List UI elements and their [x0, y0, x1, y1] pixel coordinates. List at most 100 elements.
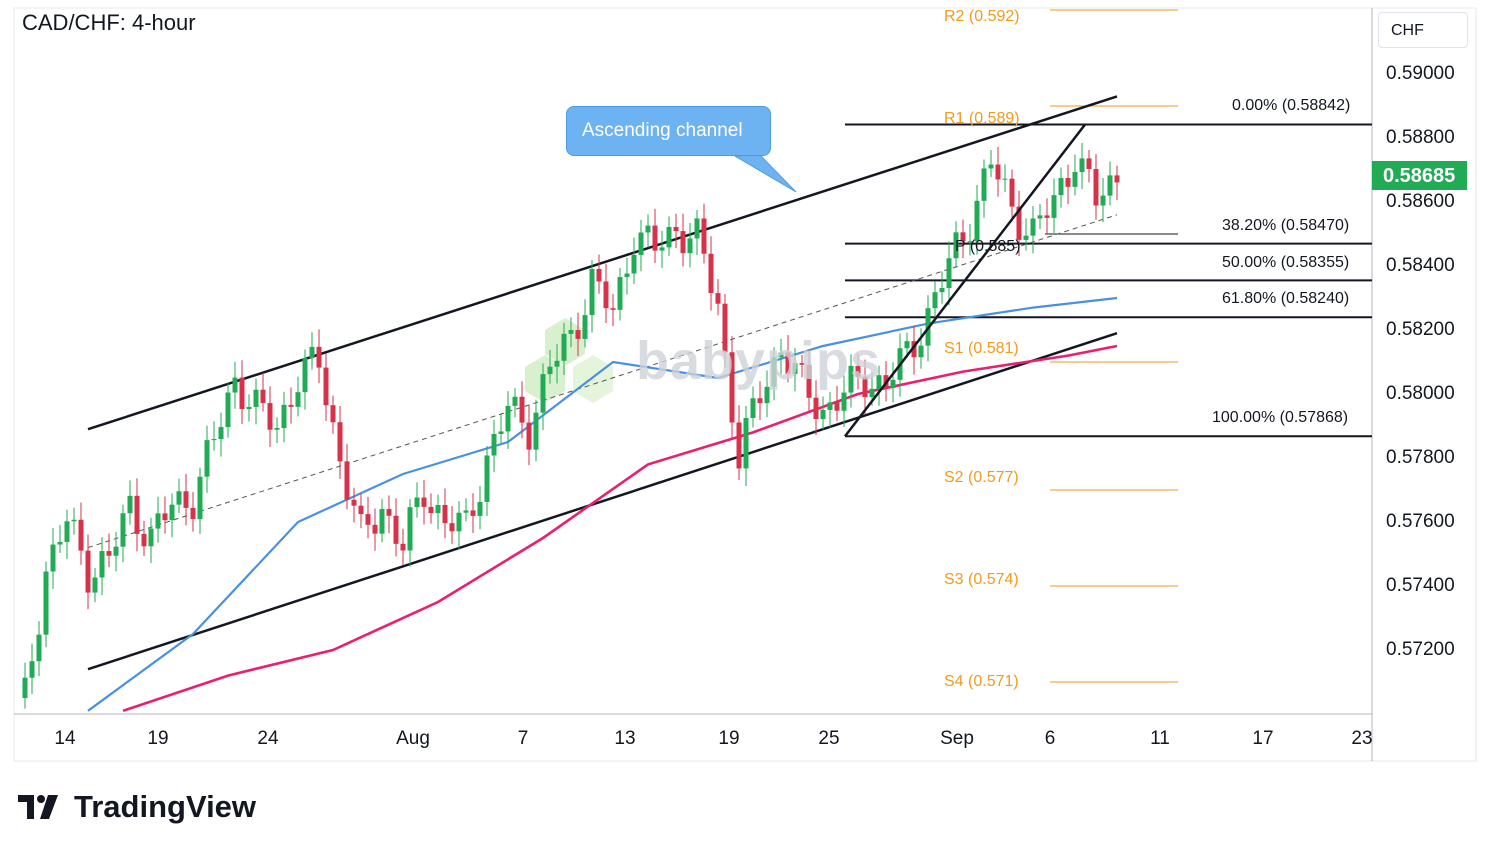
candle-body — [449, 523, 455, 532]
fib-label: 61.80% (0.58240) — [1222, 290, 1350, 307]
moving-average-slow — [122, 344, 1118, 713]
pivot-label-p: P (0.585) — [955, 238, 1021, 255]
candle-body — [589, 269, 595, 316]
candle-body — [1058, 178, 1064, 196]
candle-body — [365, 514, 371, 525]
candle-body — [274, 427, 280, 430]
candle-body — [834, 402, 840, 411]
candle-body — [428, 506, 434, 514]
candle-body — [568, 330, 574, 334]
candle-body — [407, 507, 413, 551]
fibonacci-levels — [845, 123, 1372, 438]
candle-body — [631, 254, 637, 274]
candle-body — [610, 308, 616, 310]
candle-body — [911, 341, 917, 358]
candle-body — [603, 281, 609, 309]
candle-body — [288, 404, 294, 407]
candle-body — [330, 405, 336, 423]
candle-body — [540, 374, 546, 413]
candle-body — [939, 288, 945, 293]
candle-body — [267, 403, 273, 430]
candle-body — [225, 392, 231, 428]
candle-body — [764, 386, 770, 404]
fib-swing-trendline — [844, 123, 1086, 438]
candle-body — [1044, 215, 1050, 218]
price-tick: 0.58400 — [1386, 255, 1455, 276]
candle-body — [1023, 235, 1029, 240]
candle-body — [442, 504, 448, 524]
candle-body — [463, 510, 469, 513]
price-tick: 0.57400 — [1386, 575, 1455, 596]
time-tick: 25 — [818, 728, 840, 749]
candle-body — [785, 352, 791, 374]
candle-body — [386, 509, 392, 516]
candle-body — [771, 357, 777, 387]
candle-body — [43, 571, 49, 635]
candle-body — [708, 253, 714, 294]
candle-body — [190, 507, 196, 520]
candle-body — [855, 365, 861, 377]
candle-body — [379, 509, 385, 534]
candle-body — [652, 225, 658, 251]
candle-body — [841, 392, 847, 411]
candle-body — [99, 551, 105, 578]
candle-body — [141, 533, 147, 547]
candle-body — [477, 501, 483, 516]
candle-body — [505, 405, 511, 432]
candle-body — [904, 341, 910, 349]
candle-body — [491, 433, 497, 456]
candle-body — [799, 363, 805, 365]
candle-body — [624, 273, 630, 278]
candle-body — [218, 427, 224, 440]
candle-body — [862, 376, 868, 398]
candle-body — [393, 515, 399, 544]
candle-body — [155, 513, 161, 529]
candle-body — [715, 293, 721, 304]
pivot-label-s3: S3 (0.574) — [944, 571, 1019, 588]
pivot-label-s1: S1 (0.581) — [944, 340, 1019, 357]
candle-body — [1016, 206, 1022, 240]
candle-body — [57, 541, 63, 545]
time-tick: Sep — [940, 728, 974, 749]
candle-body — [974, 200, 980, 242]
fib-label: 38.20% (0.58470) — [1222, 217, 1350, 234]
candle-body — [435, 504, 441, 514]
candle-body — [869, 388, 875, 398]
price-tick: 0.59000 — [1386, 63, 1455, 84]
candle-body — [1107, 175, 1113, 196]
candle-body — [659, 247, 665, 251]
ascending-channel-callout: Ascending channel — [566, 106, 771, 156]
candle-body — [680, 231, 686, 254]
candle-body — [750, 398, 756, 418]
candle-body — [484, 455, 490, 502]
candle-body — [1002, 178, 1008, 180]
candle-body — [113, 546, 119, 556]
currency-label[interactable]: CHF — [1378, 12, 1468, 48]
candle-body — [134, 495, 140, 534]
time-tick: 7 — [517, 728, 529, 749]
candle-body — [281, 404, 287, 428]
price-tick: 0.57600 — [1386, 511, 1455, 532]
candle-body — [239, 377, 245, 410]
candle-body — [890, 379, 896, 389]
fib-label: 50.00% (0.58355) — [1222, 254, 1350, 271]
candle-body — [456, 512, 462, 532]
candle-body — [64, 521, 70, 542]
candle-body — [519, 396, 525, 423]
candle-body — [1100, 195, 1106, 206]
candle-body — [827, 402, 833, 410]
candle-body — [372, 524, 378, 534]
candle-body — [85, 550, 91, 593]
candle-body — [638, 232, 644, 255]
candle-body — [71, 519, 77, 522]
candle-body — [498, 431, 504, 434]
candle-body — [617, 277, 623, 310]
candle-body — [596, 269, 602, 282]
candle-body — [757, 398, 763, 404]
fib-swing-line — [844, 123, 1086, 438]
time-tick: 19 — [147, 728, 169, 749]
candle-body — [337, 422, 343, 462]
candle-body — [1037, 215, 1043, 219]
ascending-channel — [87, 95, 1118, 671]
